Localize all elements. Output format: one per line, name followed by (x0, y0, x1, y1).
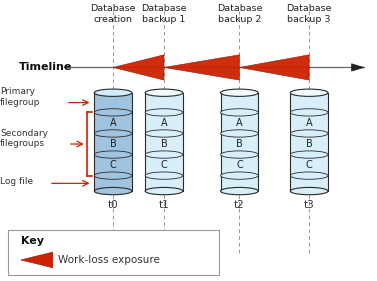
Polygon shape (21, 252, 53, 268)
Ellipse shape (290, 172, 328, 179)
Text: B: B (161, 139, 167, 149)
Text: t2: t2 (234, 200, 245, 210)
Ellipse shape (290, 109, 328, 116)
Text: A: A (236, 118, 243, 128)
Text: A: A (110, 118, 116, 128)
Bar (145, 93, 183, 191)
Ellipse shape (94, 151, 132, 158)
Ellipse shape (145, 187, 183, 195)
Ellipse shape (290, 130, 328, 137)
Text: C: C (161, 160, 167, 170)
Text: A: A (306, 118, 313, 128)
Text: t0: t0 (108, 200, 118, 210)
Ellipse shape (221, 109, 258, 116)
Text: C: C (236, 160, 243, 170)
Polygon shape (164, 55, 239, 80)
Text: Primary
filegroup: Primary filegroup (0, 87, 40, 107)
Text: Database
backup 2: Database backup 2 (217, 4, 262, 24)
Text: B: B (110, 139, 116, 149)
Text: t3: t3 (304, 200, 314, 210)
Ellipse shape (290, 151, 328, 158)
Text: C: C (110, 160, 116, 170)
Ellipse shape (145, 109, 183, 116)
Bar (8, 230, 219, 275)
Ellipse shape (290, 89, 328, 96)
Ellipse shape (94, 89, 132, 96)
Ellipse shape (145, 130, 183, 137)
Bar (94, 93, 132, 191)
Ellipse shape (145, 89, 183, 96)
Text: A: A (161, 118, 167, 128)
Ellipse shape (145, 151, 183, 158)
Text: Secondary
filegroups: Secondary filegroups (0, 129, 48, 148)
Text: Timeline: Timeline (19, 62, 72, 72)
Text: Database
backup 1: Database backup 1 (141, 4, 187, 24)
Bar (290, 93, 328, 191)
Text: B: B (236, 139, 243, 149)
Ellipse shape (94, 109, 132, 116)
Ellipse shape (94, 130, 132, 137)
Text: Work-loss exposure: Work-loss exposure (58, 255, 160, 265)
Ellipse shape (290, 187, 328, 195)
Text: t1: t1 (159, 200, 169, 210)
Ellipse shape (221, 187, 258, 195)
Ellipse shape (94, 187, 132, 195)
Text: B: B (306, 139, 313, 149)
Bar (221, 93, 258, 191)
Ellipse shape (94, 172, 132, 179)
Text: Database
backup 3: Database backup 3 (287, 4, 332, 24)
Text: Database
creation: Database creation (90, 4, 136, 24)
Text: Log file: Log file (0, 177, 33, 187)
Polygon shape (351, 64, 364, 71)
Ellipse shape (145, 172, 183, 179)
Ellipse shape (221, 130, 258, 137)
Polygon shape (113, 55, 164, 80)
Ellipse shape (221, 151, 258, 158)
Ellipse shape (221, 172, 258, 179)
Polygon shape (239, 55, 309, 80)
Text: Key: Key (21, 236, 44, 246)
Ellipse shape (221, 89, 258, 96)
Text: C: C (306, 160, 313, 170)
